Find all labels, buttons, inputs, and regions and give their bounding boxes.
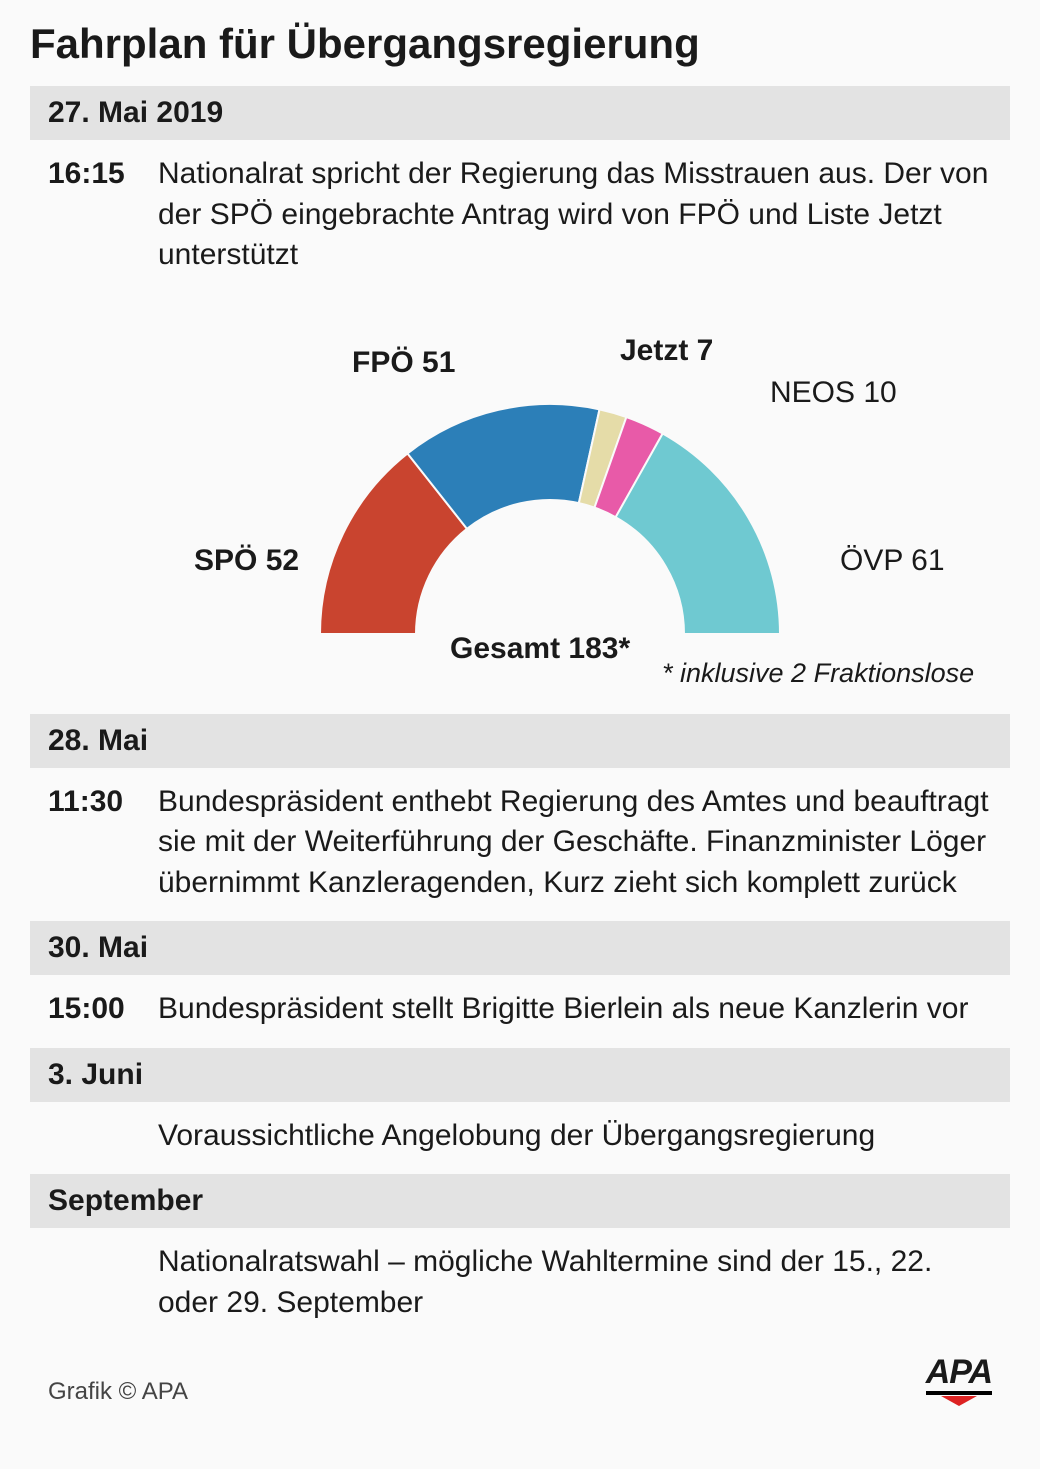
- credit-row: Grafik © APA APA: [30, 1341, 1010, 1406]
- time-value: 16:15: [48, 154, 158, 276]
- main-title: Fahrplan für Übergangsregierung: [30, 20, 1010, 68]
- credit-text: Grafik © APA: [48, 1378, 188, 1406]
- infographic-container: Fahrplan für Übergangsregierung 27. Mai …: [0, 0, 1040, 1426]
- timeline-row: 16:15Nationalrat spricht der Regierung d…: [30, 154, 1010, 294]
- time-value: [48, 1242, 158, 1323]
- date-header: 3. Juni: [30, 1048, 1010, 1102]
- chart-label-neos: NEOS 10: [770, 376, 897, 410]
- logo-text: APA: [926, 1355, 992, 1395]
- timeline-text: Bundespräsident enthebt Regierung des Am…: [158, 782, 992, 904]
- timeline-text: Nationalrat spricht der Regierung das Mi…: [158, 154, 992, 276]
- timeline-row: Nationalratswahl – mögliche Wahltermine …: [30, 1242, 1010, 1341]
- timeline-row: 15:00Bundespräsident stellt Brigitte Bie…: [30, 989, 1010, 1048]
- timeline: 27. Mai 2019 16:15Nationalrat spricht der…: [30, 86, 1010, 1341]
- chart-footnote: * inklusive 2 Fraktionslose: [662, 658, 974, 689]
- chart-total-label: Gesamt 183*: [450, 632, 630, 666]
- timeline-row: Voraussichtliche Angelobung der Übergang…: [30, 1116, 1010, 1175]
- chart-label-spö: SPÖ 52: [194, 544, 299, 578]
- parliament-chart: SPÖ 52 FPÖ 51 Jetzt 7 NEOS 10 ÖVP 61 Gesamt 1…: [30, 304, 1010, 704]
- timeline-row: 11:30Bundespräsident enthebt Regierung d…: [30, 782, 1010, 922]
- date-header: September: [30, 1174, 1010, 1228]
- date-header: 30. Mai: [30, 921, 1010, 975]
- timeline-text: Bundespräsident stellt Brigitte Bierlein…: [158, 989, 992, 1030]
- apa-logo: APA: [926, 1355, 992, 1406]
- date-header: 28. Mai: [30, 714, 1010, 768]
- time-value: [48, 1116, 158, 1157]
- half-donut-svg: [30, 304, 1040, 684]
- chart-label-jetzt: Jetzt 7: [620, 334, 713, 368]
- logo-triangle-icon: [941, 1396, 977, 1406]
- timeline-text: Voraussichtliche Angelobung der Übergang…: [158, 1116, 992, 1157]
- timeline-text: Nationalratswahl – mögliche Wahltermine …: [158, 1242, 992, 1323]
- time-value: 15:00: [48, 989, 158, 1030]
- date-header: 27. Mai 2019: [30, 86, 1010, 140]
- chart-label-övp: ÖVP 61: [840, 544, 945, 578]
- time-value: 11:30: [48, 782, 158, 904]
- chart-label-fpö: FPÖ 51: [352, 346, 455, 380]
